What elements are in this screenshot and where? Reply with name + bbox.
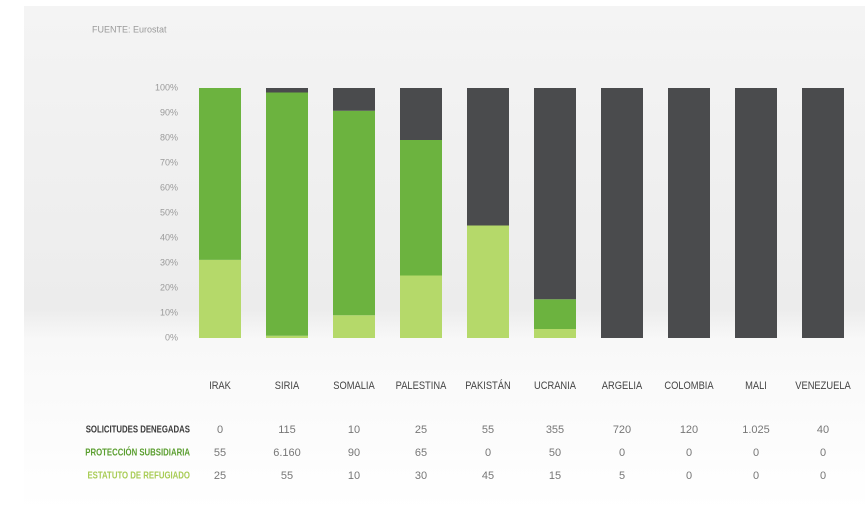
x-tick-label: SIRIA (275, 380, 300, 392)
table-cell: 10 (348, 424, 360, 436)
y-tick-label: 0% (165, 332, 178, 342)
bar-segment (266, 92, 308, 336)
bar-segment (266, 335, 308, 338)
y-tick-label: 10% (160, 307, 178, 317)
table-cell: 25 (415, 424, 427, 436)
y-tick-label: 20% (160, 282, 178, 292)
bar-segment (199, 259, 241, 338)
bar-segment (333, 315, 375, 338)
x-tick-label: MALI (745, 380, 767, 392)
table-cell: 0 (820, 447, 826, 459)
bar-segment (668, 88, 710, 338)
table-cell: 15 (549, 470, 561, 482)
table-cell: 55 (281, 470, 293, 482)
table-cell: 30 (415, 470, 427, 482)
x-tick-label: PAKISTÁN (465, 378, 510, 392)
bar-segment (400, 88, 442, 140)
table-cell: 1.025 (742, 424, 770, 436)
bar-segment (735, 88, 777, 338)
table-cell: 120 (680, 424, 698, 436)
table-cell: 25 (214, 470, 226, 482)
table-cell: 40 (817, 424, 829, 436)
table-cell: 90 (348, 447, 360, 459)
x-tick-label: ARGELIA (602, 380, 643, 392)
x-tick-label: SOMALIA (333, 380, 375, 392)
bar-segment (534, 88, 576, 300)
table-cell: 0 (753, 447, 759, 459)
x-tick-label: COLOMBIA (664, 380, 713, 392)
x-tick-label: UCRANIA (534, 380, 576, 392)
row-label: ESTATUTO DE REFUGIADO (87, 470, 190, 481)
table-cell: 0 (686, 470, 692, 482)
table-cell: 115 (278, 424, 296, 436)
bar-segment (534, 299, 576, 329)
table-cell: 720 (613, 424, 631, 436)
y-tick-label: 70% (160, 157, 178, 167)
table-cell: 0 (686, 447, 692, 459)
bar-segment (333, 110, 375, 316)
panel (24, 6, 865, 511)
bar-segment (400, 275, 442, 338)
table-cell: 0 (820, 470, 826, 482)
bar-segment (199, 88, 241, 260)
bar-segment (534, 329, 576, 338)
table-cell: 65 (415, 447, 427, 459)
source: FUENTE: Eurostat (92, 24, 167, 34)
table-cell: 0 (753, 470, 759, 482)
table-cell: 10 (348, 470, 360, 482)
bar-segment (802, 88, 844, 338)
table-cell: 45 (482, 470, 494, 482)
table-cell: 55 (482, 424, 494, 436)
y-tick-label: 40% (160, 232, 178, 242)
bar-segment (467, 225, 509, 338)
row-label: PROTECCIÓN SUBSIDIARIA (85, 446, 190, 458)
x-tick-label: VENEZUELA (795, 380, 851, 392)
y-tick-label: 60% (160, 182, 178, 192)
bar-segment (400, 140, 442, 276)
table-cell: 0 (485, 447, 491, 459)
table-cell: 50 (549, 447, 561, 459)
bar-segment (601, 88, 643, 338)
bar-segment (467, 88, 509, 226)
row-label: SOLICITUDES DENEGADAS (86, 424, 190, 435)
table-cell: 355 (546, 424, 564, 436)
table-cell: 55 (214, 447, 226, 459)
bar-segment (266, 88, 308, 93)
table-cell: 5 (619, 470, 625, 482)
y-tick-label: 100% (155, 82, 178, 92)
y-tick-label: 90% (160, 107, 178, 117)
y-tick-label: 50% (160, 207, 178, 217)
x-tick-label: PALESTINA (396, 380, 447, 392)
table-cell: 6.160 (273, 447, 301, 459)
bar-segment (333, 88, 375, 111)
y-tick-label: 80% (160, 132, 178, 142)
table-cell: 0 (619, 447, 625, 459)
table-cell: 0 (217, 424, 223, 436)
x-tick-label: IRAK (209, 380, 231, 392)
y-tick-label: 30% (160, 257, 178, 267)
